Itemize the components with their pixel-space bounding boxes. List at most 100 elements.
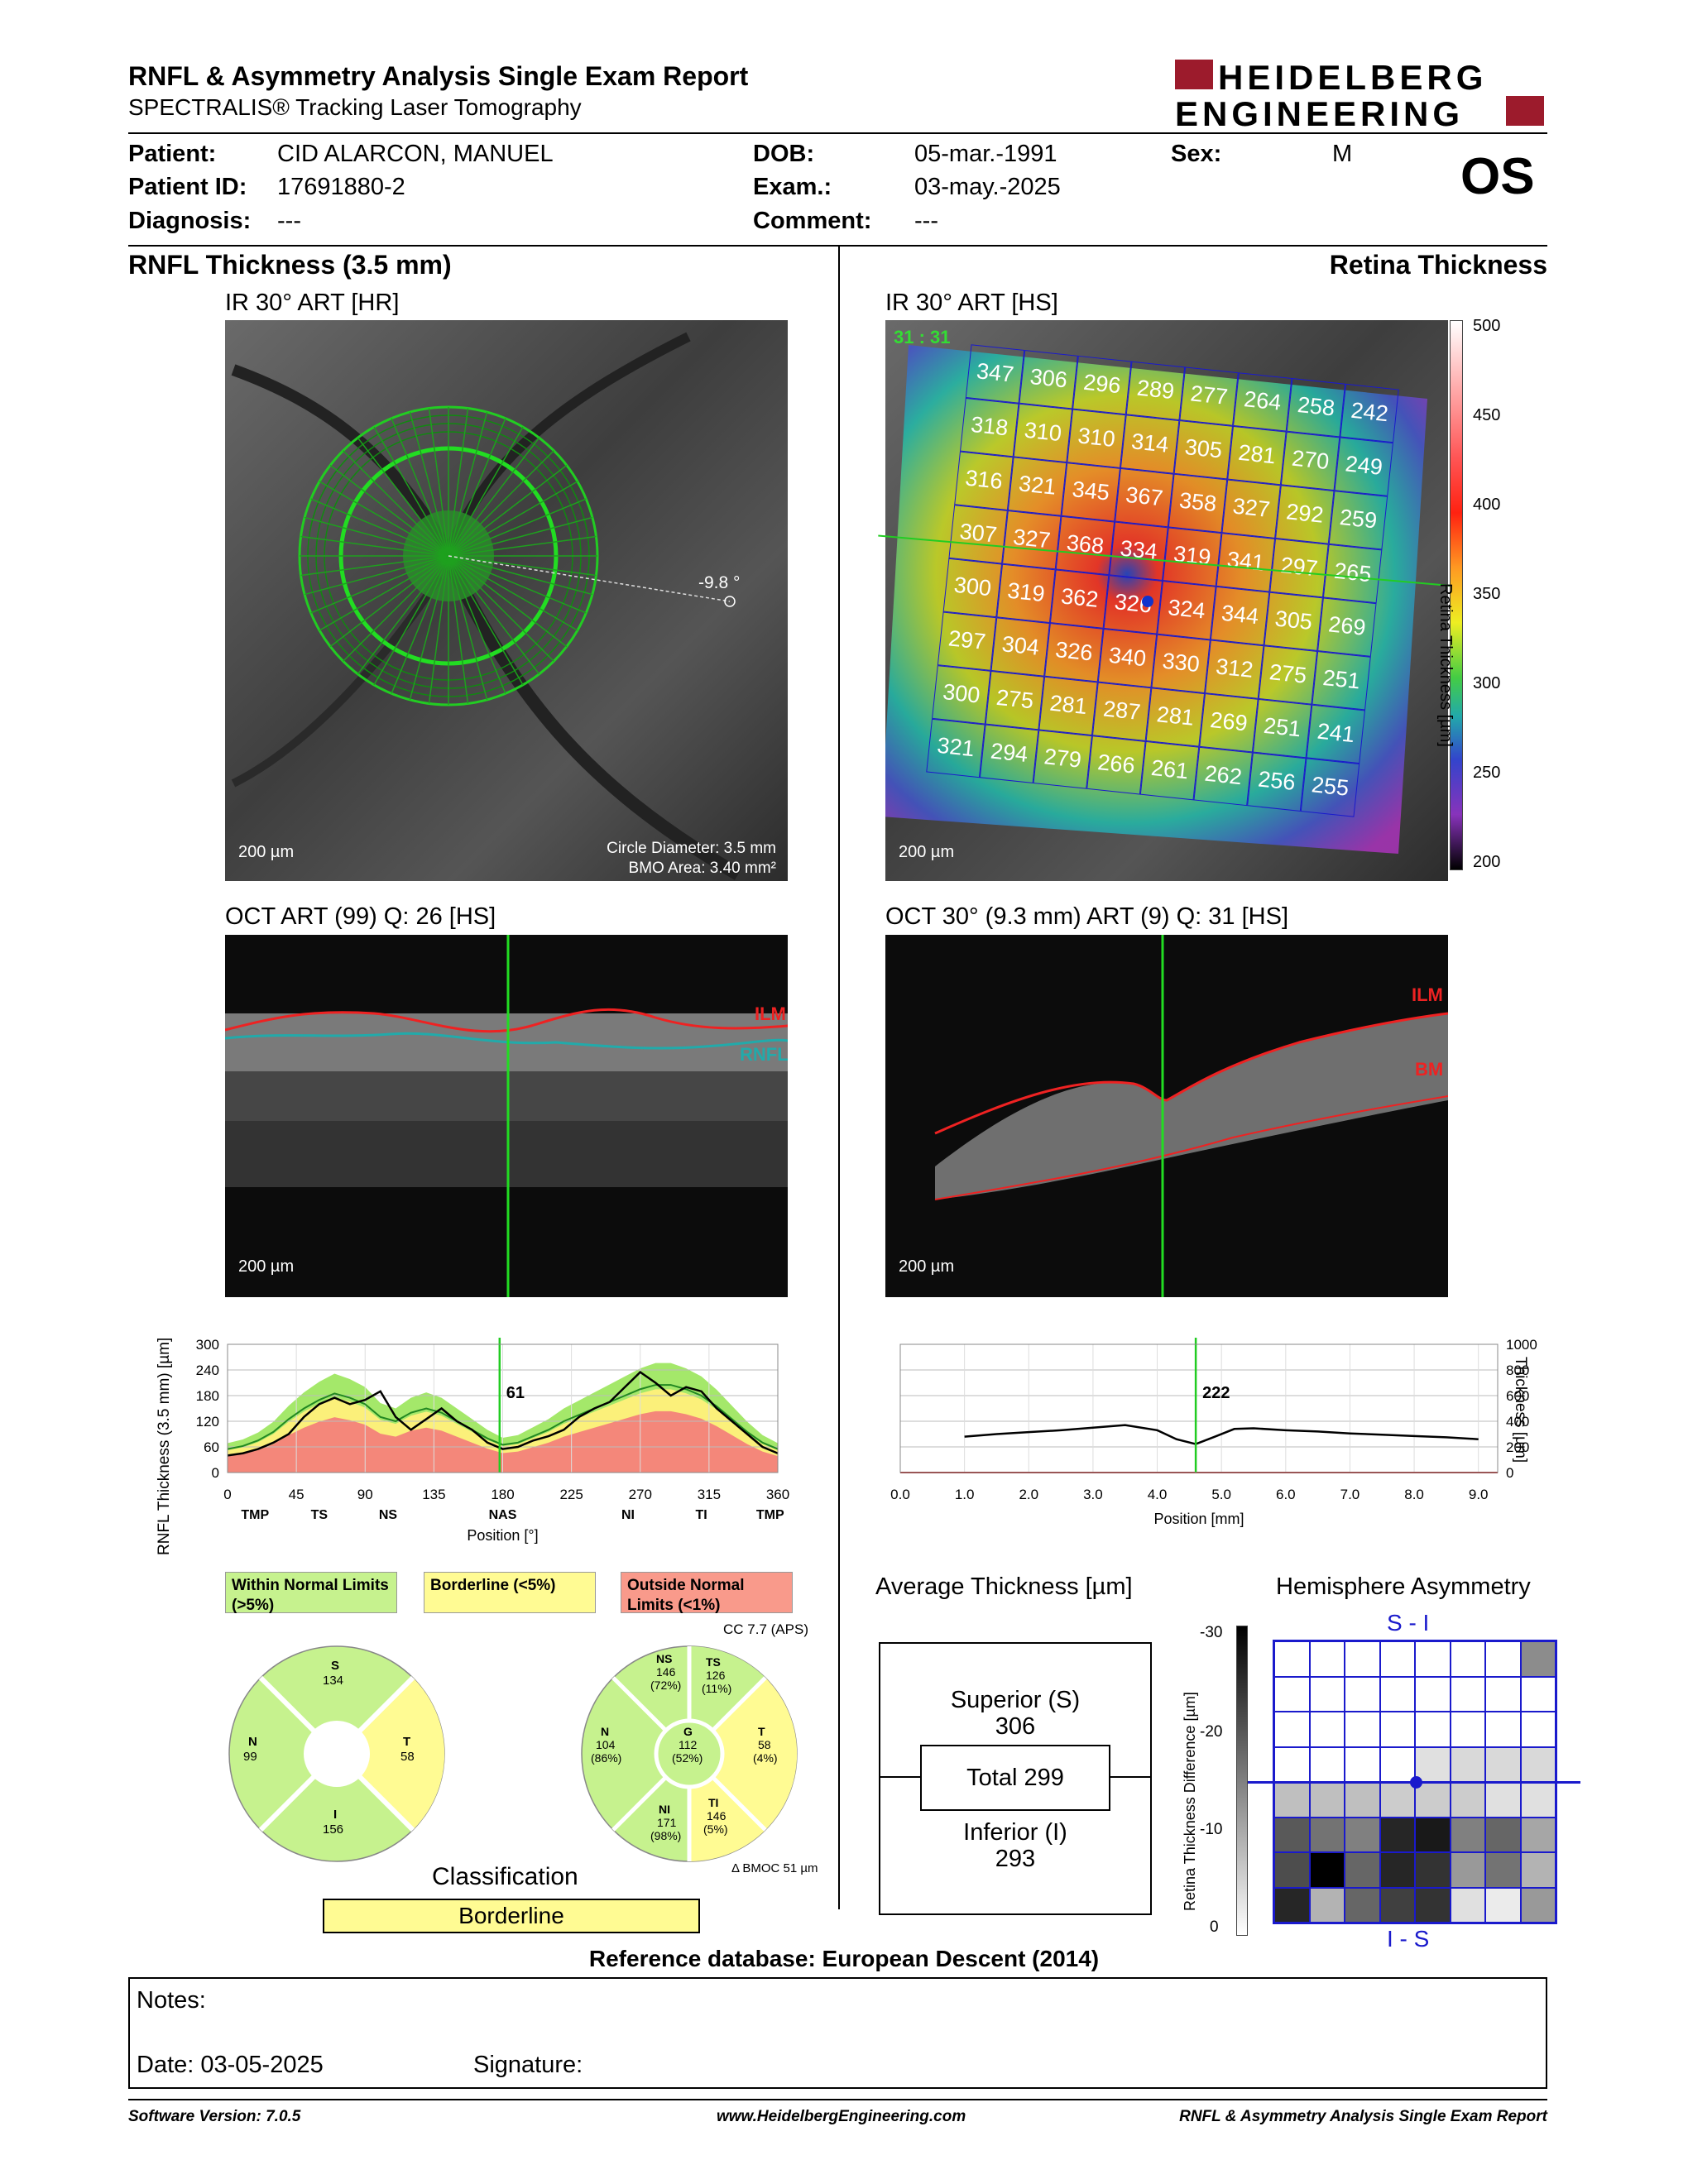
scan-spoke xyxy=(391,555,449,694)
oct2-bm-label: BM xyxy=(1415,1059,1444,1080)
asymmetry-cell xyxy=(1309,1852,1345,1888)
sector-label: NI xyxy=(621,1508,635,1522)
asymmetry-cell xyxy=(1450,1676,1485,1712)
software-version: Software Version: 7.0.5 xyxy=(128,2108,301,2125)
asymmetry-cell xyxy=(1379,1641,1415,1677)
retina-grid-cell: 296 xyxy=(1072,355,1132,415)
retina-grid-cell: 310 xyxy=(1067,409,1126,468)
retina-grid-cell: 344 xyxy=(1210,586,1270,646)
scan-spoke xyxy=(448,408,469,557)
asymmetry-cell xyxy=(1345,1817,1380,1852)
legend-borderline: Borderline (<5%) xyxy=(424,1572,596,1613)
rnfl-profile-chart: 300 240 180 120 60 0 0 45 90 135 180 225 270 315 360 TM… xyxy=(149,1320,811,1559)
scan-spoke xyxy=(373,555,449,686)
scan-spoke xyxy=(428,408,449,557)
asymmetry-cell xyxy=(1450,1712,1485,1747)
asymmetry-cell xyxy=(1450,1782,1485,1818)
asymmetry-cell xyxy=(1309,1746,1345,1782)
pie2-ts-value: 126 xyxy=(706,1669,726,1682)
left-oct-scale: 200 µm xyxy=(238,1257,295,1276)
x-axis-label: Position [°] xyxy=(467,1527,538,1544)
comment-label: Comment: xyxy=(753,208,872,234)
y-tick-label: 1000 xyxy=(1506,1337,1537,1353)
scan-spoke xyxy=(448,555,587,614)
y-tick-label: 0 xyxy=(1506,1465,1513,1481)
retina-chart-ylabel: Thickness [µm] xyxy=(1512,1357,1529,1463)
left-ir-title: IR 30° ART [HR] xyxy=(225,290,400,316)
retina-grid-cell: 281 xyxy=(1038,676,1098,736)
cursor-value: 222 xyxy=(1202,1384,1230,1402)
retina-grid-cell: 242 xyxy=(1340,383,1399,443)
asymmetry-cell xyxy=(1520,1641,1556,1677)
exam-value: 03-may.-2025 xyxy=(914,174,1061,200)
scan-spoke xyxy=(310,555,449,614)
notes-box: Notes: Date: 03-05-2025 Signature: xyxy=(128,1977,1547,2089)
oct-rnfl-label: RNFL xyxy=(740,1044,789,1065)
pie1-i-value: 156 xyxy=(323,1822,344,1837)
pie2-ts-label: TS xyxy=(706,1655,721,1669)
asymmetry-cell xyxy=(1450,1746,1485,1782)
pie2-g-value: 112 xyxy=(679,1738,698,1751)
pie2-ns-value: 146 xyxy=(656,1665,676,1679)
retina-grid-cell: 307 xyxy=(948,505,1008,564)
retina-grid-cell: 340 xyxy=(1097,628,1158,688)
retina-grid-cell: 347 xyxy=(965,344,1025,404)
retina-grid-cell: 269 xyxy=(1199,693,1259,753)
asym-tick: -30 xyxy=(1200,1624,1223,1641)
angle-label: -9.8 ° xyxy=(698,573,741,592)
superior-value: 306 xyxy=(995,1713,1036,1740)
scan-spoke xyxy=(448,555,469,704)
asymmetry-cell xyxy=(1415,1817,1451,1852)
asymmetry-cell xyxy=(1485,1887,1521,1923)
asymmetry-cell xyxy=(1345,1887,1380,1923)
colorbar-tick: 450 xyxy=(1473,406,1501,424)
pie2-g-pct: (52%) xyxy=(672,1751,703,1765)
retina-grid-cell: 289 xyxy=(1125,361,1186,421)
rnfl-section-title: RNFL Thickness (3.5 mm) xyxy=(128,250,452,280)
right-ir-image: 31 : 31 347 306 296 289 277 264 258 242 318 310 31… xyxy=(878,320,1455,881)
x-tick-label: 360 xyxy=(766,1487,789,1502)
retina-grid-cell: 334 xyxy=(1109,521,1168,581)
retina-grid-cell: 259 xyxy=(1328,491,1388,550)
retina-grid-cell: 300 xyxy=(932,665,991,725)
asymmetry-axis-label: Retina Thickness Difference [µm] xyxy=(1182,1692,1198,1911)
scan-spoke xyxy=(310,498,449,557)
circle-diameter: Circle Diameter: 3.5 mm xyxy=(607,840,776,857)
inferior-label: Inferior (I) xyxy=(963,1819,1067,1846)
pie1-n-label: N xyxy=(248,1735,257,1749)
asymmetry-cell xyxy=(1274,1712,1310,1747)
scan-spoke xyxy=(448,555,540,675)
scan-spoke xyxy=(448,481,578,557)
y-tick-label: 180 xyxy=(196,1388,219,1404)
asymmetry-fovea-marker xyxy=(1410,1776,1422,1789)
cc-label: CC 7.7 (APS) xyxy=(723,1621,808,1637)
footer-report-name: RNFL & Asymmetry Analysis Single Exam Re… xyxy=(1179,2108,1547,2125)
sector-label: NS xyxy=(379,1508,398,1522)
x-tick-label: 315 xyxy=(698,1487,721,1502)
asymmetry-cell xyxy=(1309,1641,1345,1677)
colorbar-tick: 300 xyxy=(1473,674,1501,692)
legend-outside: Outside Normal Limits (<1%) xyxy=(621,1572,793,1614)
x-tick-label: 0 xyxy=(223,1487,231,1502)
x-tick-label: 225 xyxy=(559,1487,583,1502)
asymmetry-ticks: -30 -20 -10 0 xyxy=(1200,1624,1233,1940)
legend-within: Within Normal Limits (>5%) xyxy=(225,1572,397,1614)
retina-grid-cell: 258 xyxy=(1286,378,1346,438)
sector-label: TI xyxy=(696,1508,707,1522)
classification-value: Borderline xyxy=(323,1899,700,1933)
asymmetry-cell xyxy=(1485,1676,1521,1712)
retina-grid-cell: 368 xyxy=(1055,515,1115,576)
x-tick-label: 45 xyxy=(289,1487,305,1502)
scan-spoke xyxy=(448,516,593,557)
scan-spoke xyxy=(300,535,449,557)
asymmetry-cell xyxy=(1379,1746,1415,1782)
diagnosis-value: --- xyxy=(277,208,301,234)
total-value: Total 299 xyxy=(920,1745,1110,1811)
x-tick-label: 270 xyxy=(629,1487,652,1502)
scan-spoke xyxy=(448,437,540,557)
retina-grid-cell: 318 xyxy=(960,397,1019,457)
asymmetry-cell xyxy=(1520,1817,1556,1852)
scan-spoke xyxy=(343,450,449,557)
pie2-t-pct: (4%) xyxy=(753,1751,778,1765)
asymmetry-grid xyxy=(1273,1640,1557,1924)
